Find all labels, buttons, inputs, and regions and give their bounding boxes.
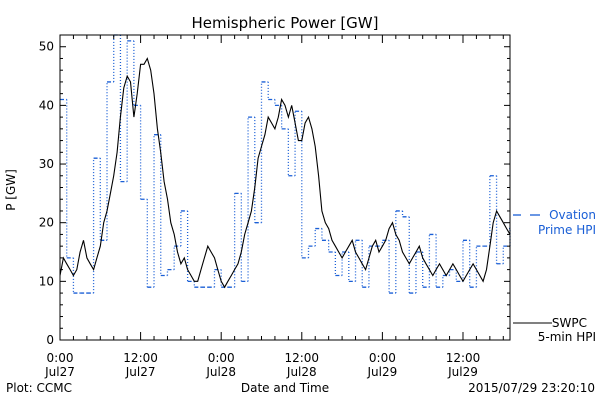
y-axis-label: P [GW] bbox=[4, 169, 18, 211]
swpc-line bbox=[59, 57, 511, 289]
x-tick-time-label: 12:00 bbox=[123, 351, 158, 365]
legend-swpc-label: SWPC bbox=[552, 316, 587, 330]
legend-swpc-label-line2: 5-min HPI bbox=[538, 330, 596, 344]
y-tick-label: 0 bbox=[46, 333, 54, 347]
series-swpc-5min-hpi bbox=[59, 57, 511, 289]
footer-timestamp: 2015/07/29 23:20:10 bbox=[468, 381, 595, 395]
footer-plot-credit: Plot: CCMC bbox=[6, 381, 72, 395]
x-axis-label: Date and Time bbox=[241, 381, 329, 395]
plot-frame bbox=[59, 34, 511, 341]
x-tick-time-label: 12:00 bbox=[446, 351, 481, 365]
legend-ovation-label: Ovation bbox=[549, 208, 596, 222]
x-tick-time-label: 0:00 bbox=[208, 351, 235, 365]
x-tick-date-label: Jul27 bbox=[125, 365, 156, 379]
x-tick-time-label: 12:00 bbox=[284, 351, 319, 365]
x-tick-date-label: Jul28 bbox=[286, 365, 317, 379]
y-tick-label: 50 bbox=[39, 40, 54, 54]
x-tick-date-label: Jul27 bbox=[44, 365, 75, 379]
chart-title: Hemispheric Power [GW] bbox=[192, 14, 379, 32]
y-tick-label: 40 bbox=[39, 98, 54, 112]
x-tick-date-label: Jul29 bbox=[367, 365, 398, 379]
x-tick-time-label: 0:00 bbox=[47, 351, 74, 365]
x-tick-date-label: Jul28 bbox=[205, 365, 236, 379]
legend-ovation-label-line2: Prime HPI bbox=[538, 223, 596, 237]
x-tick-time-label: 0:00 bbox=[369, 351, 396, 365]
series-ovation-prime-hpi bbox=[60, 34, 511, 294]
y-tick-label: 10 bbox=[39, 274, 54, 288]
x-tick-date-label: Jul29 bbox=[447, 365, 478, 379]
y-tick-label: 20 bbox=[39, 216, 54, 230]
x-axis-ticks: 0:00Jul2712:00Jul270:00Jul2812:00Jul280:… bbox=[44, 35, 504, 379]
y-tick-label: 30 bbox=[39, 157, 54, 171]
